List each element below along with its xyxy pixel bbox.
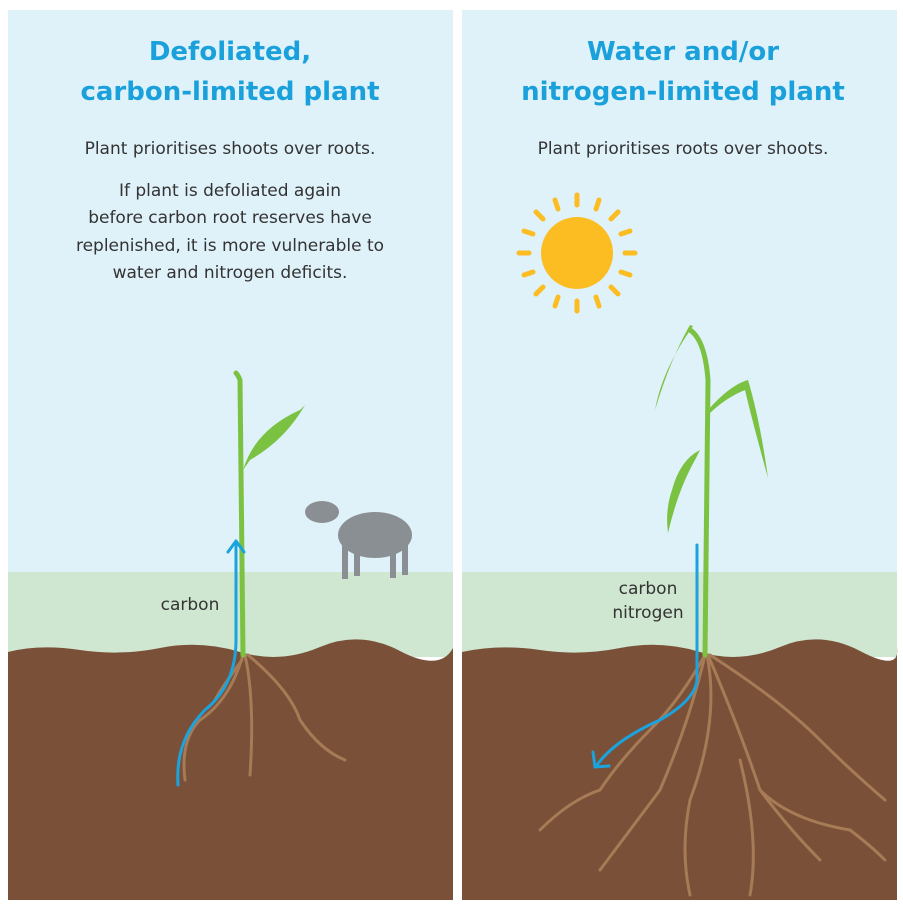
- panel-note: water and nitrogen deficits.: [113, 263, 348, 283]
- soil: [462, 639, 897, 900]
- flow-label: nitrogen: [612, 603, 683, 623]
- flow-label: carbon: [161, 595, 220, 615]
- panel-text: Plant prioritises roots over shoots.: [538, 139, 829, 159]
- panel-note: before carbon root reserves have: [88, 208, 372, 228]
- panel-note: If plant is defoliated again: [119, 181, 341, 201]
- panel-title: Defoliated,: [149, 37, 311, 67]
- left-panel: Defoliated, carbon-limited plant Plant p…: [8, 10, 453, 900]
- panel-title: Water and/or: [587, 37, 779, 67]
- panel-title: carbon-limited plant: [80, 77, 379, 107]
- panel-title: nitrogen-limited plant: [521, 77, 845, 107]
- panel-note: replenished, it is more vulnerable to: [76, 236, 384, 256]
- diagram: Defoliated, carbon-limited plant Plant p…: [0, 0, 903, 909]
- right-panel: Water and/or nitrogen-limited plant Plan…: [462, 10, 897, 900]
- grass: [8, 572, 453, 657]
- panel-text: Plant prioritises shoots over roots.: [85, 139, 376, 159]
- flow-label: carbon: [619, 579, 678, 599]
